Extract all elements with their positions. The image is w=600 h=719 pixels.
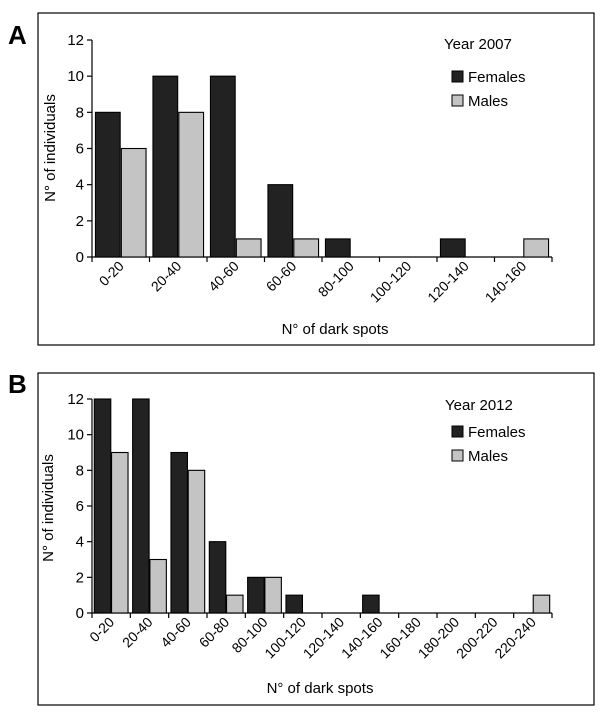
legend-swatch-males bbox=[451, 94, 464, 107]
x-axis-title: N° of dark spots bbox=[282, 321, 389, 338]
legend-label-females: Females bbox=[468, 424, 526, 441]
bar-males-220-240 bbox=[532, 594, 551, 614]
y-tick-label: 2 bbox=[76, 213, 84, 230]
bar-females-60-60 bbox=[267, 184, 294, 258]
bar-females-40-60 bbox=[209, 75, 236, 258]
panel-frame bbox=[37, 372, 595, 706]
year-annotation: Year 2007 bbox=[444, 36, 512, 53]
bar-females-80-100 bbox=[247, 576, 265, 614]
y-tick-label: 8 bbox=[76, 462, 84, 479]
y-tick-label: 4 bbox=[76, 534, 84, 551]
bar-females-20-40 bbox=[132, 398, 150, 614]
y-tick-label: 10 bbox=[67, 68, 84, 85]
bar-males-140-160 bbox=[523, 238, 550, 258]
legend-label-males: Males bbox=[468, 93, 508, 110]
y-tick-label: 0 bbox=[76, 605, 84, 622]
bar-females-40-60 bbox=[170, 451, 188, 614]
y-tick-label: 10 bbox=[67, 427, 84, 444]
legend-swatch-males bbox=[451, 449, 464, 462]
bar-females-140-160 bbox=[362, 594, 380, 614]
bar-females-60-80 bbox=[208, 541, 227, 614]
bar-females-120-140 bbox=[439, 238, 466, 258]
legend-swatch-females bbox=[451, 425, 464, 438]
y-tick-label: 4 bbox=[76, 177, 84, 194]
y-tick-label: 12 bbox=[67, 32, 84, 49]
bar-females-0-20 bbox=[93, 398, 112, 614]
bar-males-60-80 bbox=[226, 594, 244, 614]
y-tick-label: 12 bbox=[67, 391, 84, 408]
legend: Females Males bbox=[451, 424, 526, 465]
y-tick-label: 6 bbox=[76, 141, 84, 158]
bar-males-60-60 bbox=[293, 238, 320, 258]
y-tick-label: 6 bbox=[76, 498, 84, 515]
bar-females-80-100 bbox=[324, 238, 351, 258]
y-tick-label: 8 bbox=[76, 104, 84, 121]
panel-letter: A bbox=[8, 20, 27, 50]
bar-males-40-60 bbox=[187, 469, 206, 614]
y-axis-title: N° of individuals bbox=[42, 94, 59, 202]
bar-males-0-20 bbox=[111, 451, 129, 614]
bar-males-80-100 bbox=[264, 576, 282, 614]
legend-label-males: Males bbox=[468, 448, 508, 465]
bar-males-0-20 bbox=[120, 147, 147, 258]
legend-swatch-females bbox=[451, 70, 464, 83]
y-axis-title: N° of individuals bbox=[40, 454, 57, 562]
bar-males-20-40 bbox=[178, 111, 205, 258]
bar-females-20-40 bbox=[152, 75, 179, 258]
bar-males-40-60 bbox=[235, 238, 262, 258]
legend: Females Males bbox=[451, 69, 526, 110]
bar-females-100-120 bbox=[285, 594, 304, 614]
year-annotation: Year 2012 bbox=[445, 397, 513, 414]
legend-label-females: Females bbox=[468, 69, 526, 86]
bar-males-20-40 bbox=[149, 558, 167, 614]
panel-letter: B bbox=[8, 369, 27, 399]
y-tick-label: 0 bbox=[76, 249, 84, 266]
x-axis-title: N° of dark spots bbox=[267, 680, 374, 697]
y-tick-label: 2 bbox=[76, 569, 84, 586]
bar-females-0-20 bbox=[94, 111, 121, 258]
